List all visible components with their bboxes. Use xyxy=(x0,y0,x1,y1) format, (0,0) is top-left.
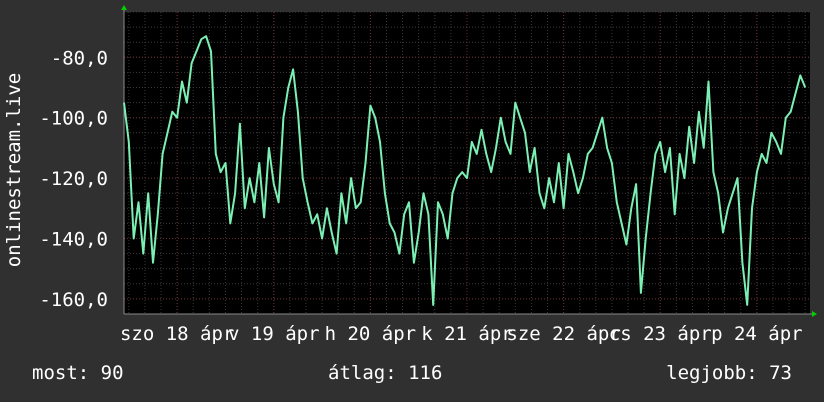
series-group xyxy=(123,35,807,306)
y-tick-label: -140,0 xyxy=(39,229,108,251)
stat-best: legjobb: 73 xyxy=(666,362,792,384)
x-tick-label: sze 22 ápr xyxy=(506,323,620,345)
x-tick-label: k 21 ápr xyxy=(421,323,513,345)
x-tick-label: v 19 ápr xyxy=(228,323,320,345)
y-tick-label: -100,0 xyxy=(39,108,108,130)
y-tick-label: -120,0 xyxy=(39,168,108,190)
x-tick-label: h 20 ápr xyxy=(325,323,417,345)
x-tick-label: cs 23 ápr xyxy=(609,323,712,345)
y-axis-label-box: onlinestream.live xyxy=(2,0,26,402)
y-axis-label: onlinestream.live xyxy=(3,72,25,268)
axes xyxy=(121,5,817,317)
y-axis-arrow xyxy=(121,5,127,10)
y-tick-labels: -80,0 -100,0 -120,0 -140,0 -160,0 xyxy=(39,47,108,311)
y-tick-label: -160,0 xyxy=(39,289,108,311)
stat-average: átlag: 116 xyxy=(328,362,443,384)
y-tick-label: -80,0 xyxy=(51,47,108,69)
x-tick-label: szo 18 ápr xyxy=(120,323,234,345)
stat-current: most: 90 xyxy=(32,362,124,384)
x-axis-arrow xyxy=(812,311,817,317)
x-tick-label: p 24 ápr xyxy=(711,323,803,345)
series-line xyxy=(123,35,807,306)
